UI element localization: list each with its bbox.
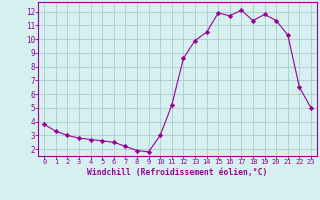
X-axis label: Windchill (Refroidissement éolien,°C): Windchill (Refroidissement éolien,°C) <box>87 168 268 177</box>
